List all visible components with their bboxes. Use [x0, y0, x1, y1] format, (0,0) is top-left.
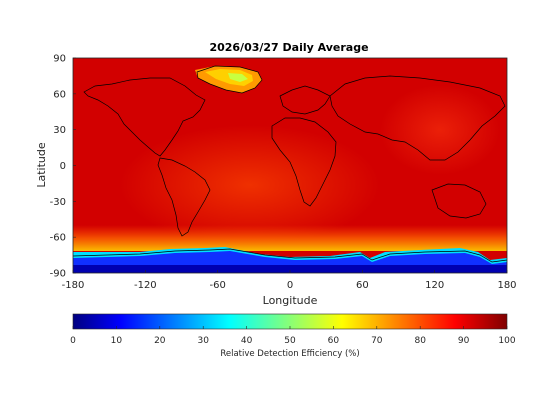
north-america-coast [83, 77, 206, 157]
south-atlantic-glow [120, 125, 380, 245]
y-tick-label: 30 [53, 125, 66, 136]
heatmap-area [73, 58, 507, 273]
southern-ocean-band [73, 225, 507, 251]
colorbar-tick-label: 10 [111, 336, 123, 346]
greenland-coast [196, 65, 263, 94]
colorbar-tick-label: 50 [284, 336, 296, 346]
y-tick-label: 60 [53, 89, 66, 100]
x-tick-label: 120 [425, 280, 444, 291]
colorbar-ticks: 0 10 20 30 40 50 60 70 80 90 100 [70, 326, 516, 346]
x-tick-label: 180 [497, 280, 516, 291]
colorbar-tick-label: 60 [328, 336, 340, 346]
x-tick-label: -60 [209, 280, 225, 291]
colorbar-tick-label: 100 [498, 336, 515, 346]
colorbar-tick-label: 90 [458, 336, 470, 346]
x-tick-label: 60 [356, 280, 369, 291]
y-tick-label: -90 [50, 269, 66, 280]
asia-glow [380, 85, 500, 175]
colorbar-tick-label: 70 [371, 336, 383, 346]
africa-coast [271, 117, 337, 207]
colorbar-label: Relative Detection Efficiency (%) [220, 349, 359, 359]
antarctica-coast [73, 248, 507, 263]
colorbar-tick-label: 0 [70, 336, 76, 346]
colorbar-tick-label: 30 [197, 336, 209, 346]
y-tick-label: 90 [53, 54, 66, 65]
colorbar-tick-label: 40 [241, 336, 253, 346]
europe-coast [279, 85, 331, 115]
greenland-yellow [205, 69, 253, 86]
coastlines [73, 65, 507, 263]
x-tick-label: 0 [287, 280, 293, 291]
australia-coast [431, 183, 487, 219]
asia-coast [329, 75, 506, 161]
chart-title: 2026/03/27 Daily Average [209, 41, 368, 54]
x-axis-label: Longitude [263, 294, 318, 307]
greenland-green [228, 73, 248, 82]
y-tick-label: -30 [50, 197, 66, 208]
x-tick-label: -120 [134, 280, 157, 291]
x-tick-label: -180 [62, 280, 85, 291]
y-tick-label: 0 [60, 161, 66, 172]
south-america-coast [157, 157, 211, 237]
antarctica-deep-blue [73, 265, 507, 273]
y-axis-label: Latitude [35, 142, 48, 188]
colorbar-tick-label: 20 [154, 336, 166, 346]
y-tick-label: -60 [50, 233, 66, 244]
x-axis: -180 -120 -60 0 60 120 180 [62, 270, 517, 291]
y-axis: 90 60 30 0 -30 -60 -90 [50, 54, 76, 280]
colorbar-tick-label: 80 [414, 336, 426, 346]
